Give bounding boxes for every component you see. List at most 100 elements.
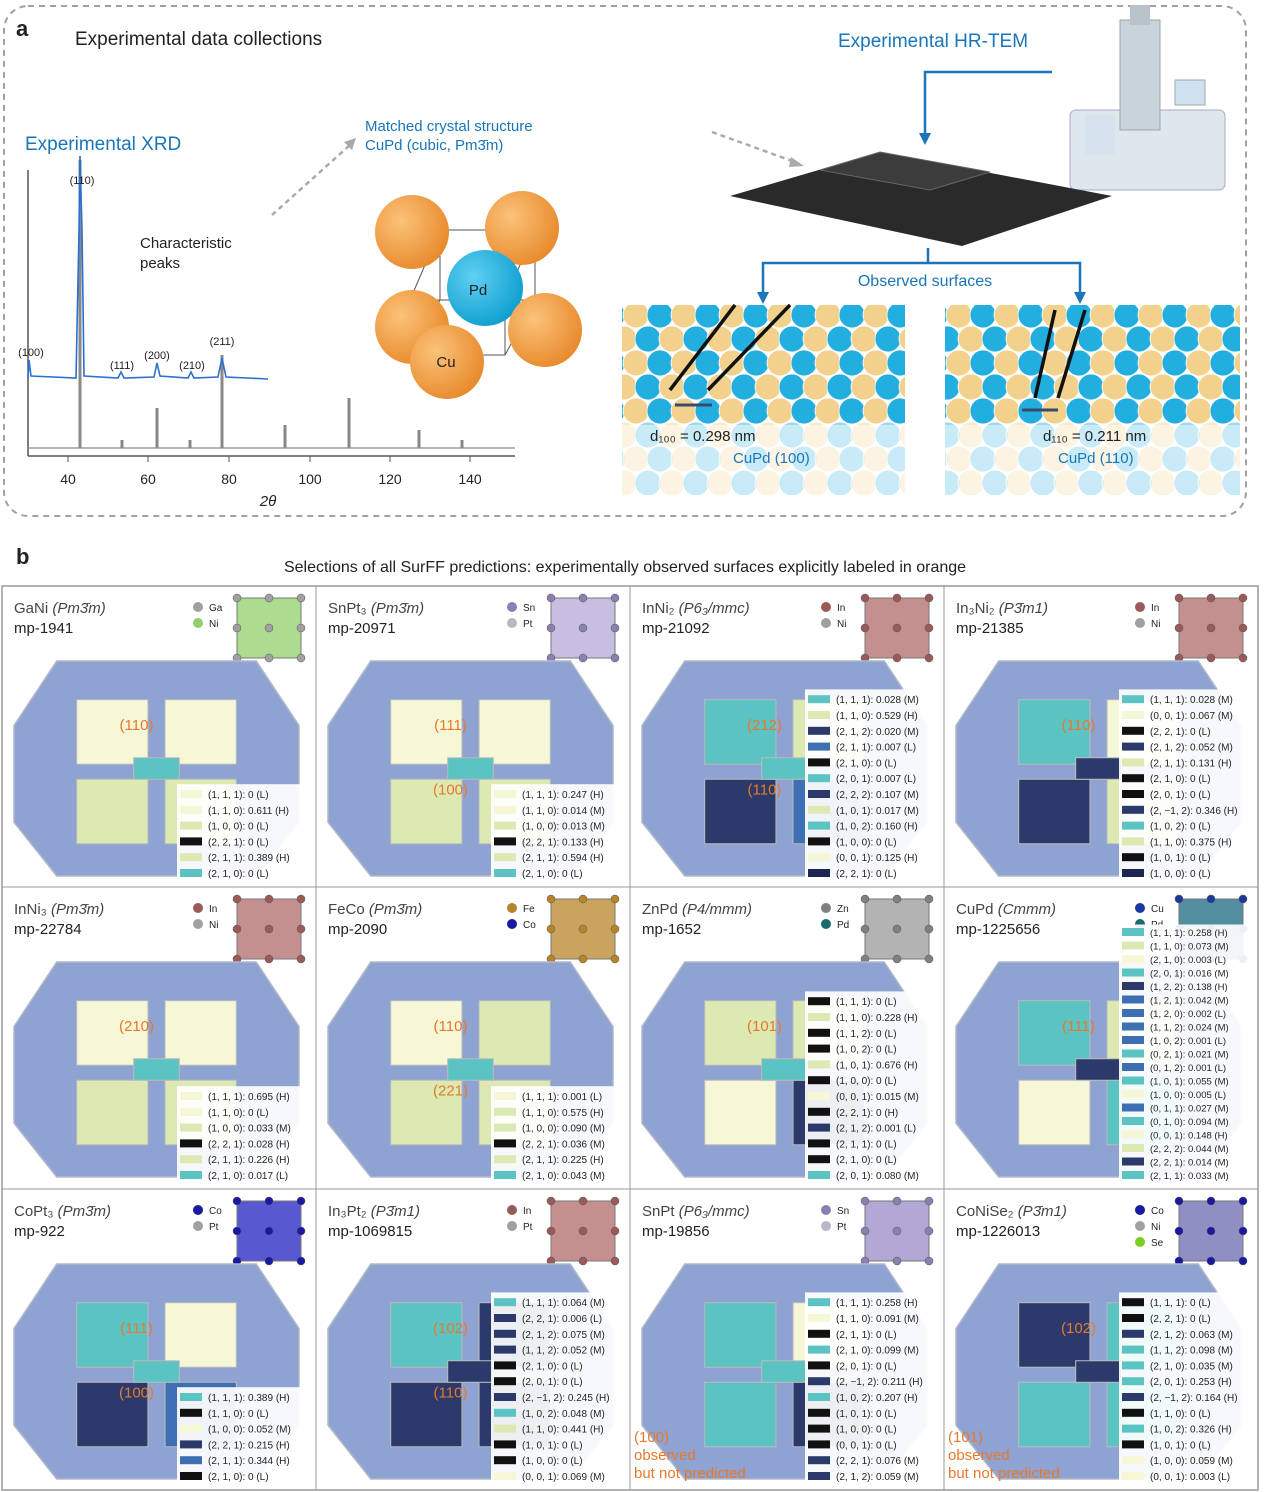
element-label: Pt: [523, 619, 533, 630]
legend-swatch: [180, 1171, 202, 1179]
atom: [838, 397, 866, 425]
atom: [802, 325, 830, 353]
atom: [1041, 445, 1069, 473]
space-group: (Pm3̄m): [58, 1203, 111, 1220]
formula: CoNiSe₂: [956, 1203, 1014, 1220]
legend-entry: (2, −1, 2): 0.245 (H): [522, 1393, 610, 1404]
atom: [874, 421, 902, 449]
legend-swatch: [808, 1329, 830, 1338]
element-dot: [821, 1205, 831, 1215]
legend-swatch: [494, 1107, 516, 1116]
legend-entry: (1, 0, 0): 0 (L): [836, 1076, 897, 1087]
fade: [622, 425, 905, 495]
atom: [1185, 445, 1213, 473]
atom: [945, 402, 949, 420]
material-id: mp-21092: [642, 620, 710, 637]
atom: [754, 469, 782, 495]
note: but not predicted: [634, 1465, 746, 1482]
legend-swatch: [808, 790, 830, 798]
atom: [658, 325, 686, 353]
atom: [1005, 469, 1033, 495]
legend-entry: (1, 2, 2): 0.138 (H): [1150, 982, 1228, 993]
element-dot: [1135, 1205, 1145, 1215]
facet: [478, 1000, 551, 1066]
legend-entry: (2, 1, 0): 0 (L): [1150, 774, 1211, 785]
atom: [1089, 305, 1117, 329]
atom: [1053, 469, 1081, 495]
atom: [1197, 469, 1225, 495]
legend-entry: (1, 1, 1): 0.258 (H): [1150, 928, 1228, 939]
icon-atom: [860, 623, 870, 633]
element-dot: [193, 602, 203, 612]
microscope: [1069, 5, 1226, 191]
facet: [76, 699, 149, 765]
facet-label: (110): [1062, 717, 1096, 734]
icon-atom: [892, 1196, 902, 1206]
element-dot: [507, 919, 517, 929]
atom: [646, 349, 674, 377]
icon-atom: [578, 894, 588, 904]
element-dot: [193, 903, 203, 913]
legend-swatch: [180, 1139, 202, 1148]
icon-atom: [578, 623, 588, 633]
facet: [761, 757, 808, 780]
icon-atom: [924, 1256, 934, 1266]
material-id: mp-21385: [956, 620, 1024, 637]
icon-atom: [924, 924, 934, 934]
icon-atom: [892, 653, 902, 663]
atom: [874, 469, 902, 495]
element-dot: [821, 903, 831, 913]
atom: [886, 445, 905, 473]
atom: [718, 397, 746, 425]
legend-entry: (2, 2, 1): 0.215 (H): [208, 1440, 290, 1451]
icon-atom: [546, 593, 556, 603]
atom: [634, 325, 662, 353]
legend-swatch: [1122, 821, 1144, 830]
atom: [1137, 445, 1165, 473]
facet: [704, 1000, 777, 1066]
atom: [826, 421, 854, 449]
legend-swatch: [494, 1393, 516, 1401]
facet: [1018, 1000, 1091, 1066]
atom: [1113, 397, 1141, 425]
legend-entry: (2, 1, 2): 0.020 (M): [836, 727, 919, 738]
lattice-line: [1056, 309, 1087, 399]
atom: [694, 305, 722, 329]
cell-heading: InNi₂ (P6₃/mmc): [642, 600, 750, 617]
atom: [911, 446, 937, 472]
legend-swatch: [1122, 1314, 1144, 1322]
atom: [1017, 445, 1045, 473]
atom: [730, 325, 758, 353]
atom: [945, 397, 973, 425]
icon-atom: [264, 924, 274, 934]
icon-atom: [578, 954, 588, 964]
legend-entry: (2, 1, 2): 0.001 (L): [836, 1124, 916, 1135]
legend-entry: (2, −1, 2): 0.211 (H): [836, 1377, 923, 1388]
cell-heading: CuPd (Cmmm): [956, 901, 1056, 918]
space-group: (Pm3̄m): [52, 600, 105, 617]
legend-entry: (0, 0, 1): 0 (L): [836, 1440, 897, 1451]
icon-atom: [296, 924, 306, 934]
legend-swatch: [808, 1171, 830, 1179]
icon-atom: [860, 593, 870, 603]
facet-label: (111): [1062, 1018, 1095, 1035]
atom: [1161, 445, 1189, 473]
legend-entry: (2, 1, 1): 0.225 (H): [522, 1155, 604, 1166]
icon-atom: [924, 894, 934, 904]
atom: [945, 373, 961, 401]
hrtem-title: Experimental HR-TEM: [838, 31, 1028, 52]
legend-entry: (2, 1, 0): 0 (L): [522, 869, 583, 880]
atom: [1185, 305, 1213, 329]
legend-swatch: [808, 1361, 830, 1370]
legend-entry: (1, 1, 0): 0 (L): [1150, 1409, 1211, 1420]
legend-entry: (2, 1, 1): 0.007 (L): [836, 743, 916, 754]
atom: [1221, 421, 1240, 449]
icon-atom: [892, 924, 902, 934]
atom: [945, 306, 949, 324]
legend-swatch: [1122, 941, 1144, 950]
atom: [838, 445, 866, 473]
element-label: In: [1151, 603, 1159, 614]
icon-atom: [296, 653, 306, 663]
legend-swatch: [1122, 1377, 1144, 1386]
